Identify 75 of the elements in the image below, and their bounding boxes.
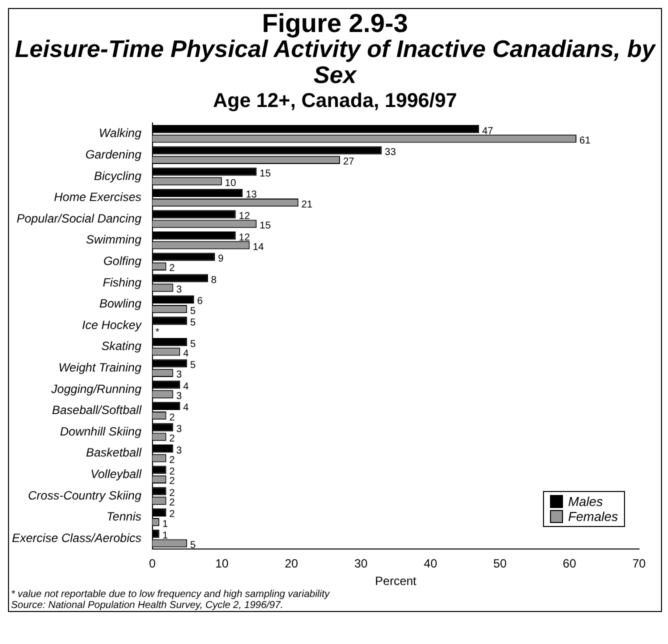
data-label: 1	[162, 518, 168, 530]
data-label: 4	[183, 381, 190, 392]
data-label: 8	[210, 274, 217, 286]
data-label: 2	[169, 497, 176, 508]
x-tick-label: 70	[632, 556, 646, 571]
data-label: 5	[190, 540, 196, 552]
data-label: 4	[183, 348, 190, 360]
y-tick-label: Bowling	[99, 296, 142, 311]
data-label: 15	[260, 220, 272, 232]
data-label: 13	[246, 190, 258, 201]
data-label: 2	[169, 434, 176, 445]
data-label: 33	[384, 147, 396, 158]
data-label: 27	[343, 156, 355, 168]
y-tick-label: Exercise Class/Aerobics	[12, 530, 142, 545]
y-tick-label: Ice Hockey	[82, 318, 142, 332]
data-label: 5	[190, 306, 196, 317]
y-tick-label: Weight Training	[58, 360, 142, 374]
data-label: 2	[169, 412, 176, 424]
y-tick-label: Skating	[101, 339, 142, 354]
x-tick-label: 50	[493, 556, 507, 571]
y-tick-label: Home Exercises	[54, 190, 142, 204]
chart-title: Figure 2.9-3	[261, 8, 409, 38]
y-tick-label: Basketball	[86, 446, 142, 460]
data-label: 21	[301, 199, 313, 210]
data-label: 2	[169, 509, 176, 520]
x-tick-label: 30	[354, 556, 368, 571]
y-tick-label: Bicycling	[94, 168, 142, 183]
y-tick-label: Walking	[98, 126, 142, 140]
x-tick-label: 10	[215, 556, 229, 571]
data-label: 1	[162, 530, 168, 542]
x-tick-label: 20	[284, 556, 298, 571]
data-label: 10	[224, 178, 236, 189]
data-label: 15	[260, 168, 272, 180]
x-tick-label: 60	[562, 556, 576, 571]
data-label: 3	[176, 390, 182, 402]
data-label: 2	[169, 454, 176, 466]
legend-label: Males	[568, 494, 603, 509]
text: *	[155, 327, 160, 338]
y-tick-label: Swimming	[86, 232, 142, 247]
source-note: Source: National Population Health Survey, Cycle 2, 1996/97.	[11, 600, 284, 611]
data-label: 9	[218, 254, 224, 265]
data-label: 2	[169, 488, 176, 499]
data-label: 61	[579, 135, 591, 146]
chart-subtitle: Leisure-Time Physical Activity of Inactive Canadians, by Sex Age 12+, Canada, 1996/97	[14, 36, 657, 113]
y-tick-label: Tennis	[106, 510, 142, 524]
data-label: 3	[176, 284, 182, 296]
y-tick-label: Downhill Skiing	[60, 424, 142, 438]
data-label: 14	[252, 242, 264, 253]
data-label: 3	[176, 424, 182, 436]
y-tick-label: Golfing	[103, 254, 142, 268]
x-tick-label: 40	[424, 556, 438, 571]
y-tick-label: Fishing	[102, 275, 142, 290]
y-tick-label: Popular/Social Dancing	[16, 211, 142, 226]
data-label: 12	[238, 232, 250, 244]
text: * value not reportable due to low frequency and high sampling variability	[11, 589, 331, 600]
legend-label: Females	[568, 509, 618, 524]
y-tick-label: Cross-Country Skiing	[28, 488, 142, 502]
data-label: 6	[197, 296, 204, 308]
x-axis-title: Percent	[375, 574, 418, 588]
data-label: 12	[238, 211, 250, 222]
data-label: 2	[169, 466, 176, 478]
data-label: 5	[190, 360, 196, 372]
y-tick-label: Baseball/Softball	[52, 403, 142, 418]
data-label: 5	[190, 318, 196, 329]
data-label: 2	[169, 263, 176, 274]
data-label: 3	[176, 370, 182, 381]
data-label: 47	[482, 126, 494, 137]
y-tick-label: Gardening	[85, 147, 142, 162]
y-tick-label: Jogging/Running	[50, 382, 142, 396]
x-tick-label: 0	[149, 556, 156, 571]
data-label: 4	[183, 402, 190, 414]
data-label: 3	[176, 445, 182, 456]
data-label: 5	[190, 338, 196, 350]
data-label: 2	[169, 476, 176, 488]
y-tick-label: Volleyball	[90, 466, 142, 481]
